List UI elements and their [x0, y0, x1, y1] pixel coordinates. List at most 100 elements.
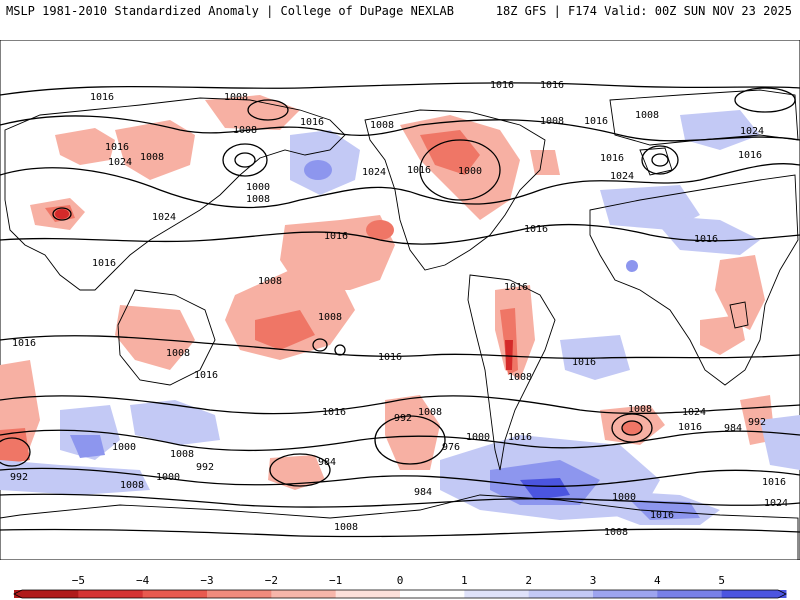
isobar-label: 1016 [105, 142, 129, 153]
colorbar-tick-label: 1 [461, 574, 468, 587]
isobar-label: 1024 [610, 171, 634, 182]
anomaly-patch [530, 150, 560, 175]
isobar-label: 1008 [233, 125, 257, 136]
isobar-label: 1024 [152, 212, 176, 223]
isobar-label: 1000 [466, 432, 490, 443]
isobar-label: 992 [748, 417, 766, 428]
isobar-label: 1000 [156, 472, 180, 483]
isobar-label: 1008 [370, 120, 394, 131]
isobar-label: 1016 [504, 282, 528, 293]
isobar-label: 1008 [635, 110, 659, 121]
isobar [0, 493, 800, 508]
isobar-label: 1016 [524, 224, 548, 235]
colorbar-tick-label: −1 [329, 574, 342, 587]
isobar-label: 992 [394, 413, 412, 424]
isobar-label: 1016 [407, 165, 431, 176]
isobar-label: 1008 [140, 152, 164, 163]
isobar-label: 984 [318, 457, 336, 468]
isobar-label: 1008 [540, 116, 564, 127]
isobar [0, 335, 800, 359]
map-title: MSLP 1981-2010 Standardized Anomaly | Co… [6, 4, 454, 18]
colorbar-tick-label: −4 [136, 574, 150, 587]
isobar [734, 87, 796, 113]
world-map: 1016 1008 1016 1016 1008 1016 1024 1016 … [0, 40, 800, 560]
isobar-label: 992 [196, 462, 214, 473]
anomaly-patch [520, 478, 570, 500]
isobar-labels: 1016 1008 1016 1016 1008 1016 1024 1016 … [10, 80, 788, 538]
isobar-label: 1008 [334, 522, 358, 533]
colorbar-tick-labels: −5 −4 −3 −2 −1 0 1 2 3 4 5 [72, 574, 725, 587]
isobar [651, 153, 669, 167]
isobar-label: 992 [10, 472, 28, 483]
anomaly-patch [268, 455, 325, 490]
isobar [247, 99, 289, 121]
isobar-label: 1000 [246, 182, 270, 193]
anomaly-patch [255, 310, 315, 350]
isobar [0, 437, 31, 467]
colorbar-swatch [464, 590, 530, 598]
isobar-label: 1024 [682, 407, 706, 418]
isobar-label: 1016 [650, 510, 674, 521]
isobar [621, 420, 643, 436]
colorbar-tick-label: 5 [718, 574, 725, 587]
isobar-label: 1024 [108, 157, 132, 168]
isobar-label: 1016 [12, 338, 36, 349]
isobar [419, 139, 501, 201]
isobar-label: 1016 [92, 258, 116, 269]
colorbar-tick-label: −5 [72, 574, 85, 587]
colorbar-swatch [78, 590, 144, 598]
isobar-label: 976 [442, 442, 460, 453]
isobar-label: 1008 [628, 404, 652, 415]
isobar-label: 1008 [120, 480, 144, 491]
anomaly-patch [630, 500, 700, 520]
anomaly-patch [420, 130, 480, 175]
isobar [0, 115, 800, 142]
isobar-label: 1016 [300, 117, 324, 128]
isobar-label: 1016 [738, 150, 762, 161]
isobar [0, 429, 800, 452]
anomaly-patch [505, 340, 513, 370]
anomaly-patch [304, 160, 332, 180]
anomaly-patch [385, 395, 440, 470]
positive-anomaly-shading [0, 110, 800, 525]
coastline [4, 97, 346, 291]
isobar [611, 413, 653, 443]
isobar [0, 163, 800, 209]
isobar-label: 1016 [90, 92, 114, 103]
colorbar-tick-label: 4 [654, 574, 661, 587]
isobar-label: 1016 [694, 234, 718, 245]
isobar-label: 1016 [490, 80, 514, 91]
colorbar-swatch [207, 590, 272, 598]
isobar-label: 1008 [170, 449, 194, 460]
colorbar-swatch [593, 590, 658, 598]
coastline [467, 274, 556, 471]
isobar [222, 143, 268, 177]
coastline [117, 289, 216, 386]
isobar [0, 467, 800, 487]
isobar-label: 1008 [508, 372, 532, 383]
isobar-label: 1008 [258, 276, 282, 287]
anomaly-patch [115, 305, 195, 370]
anomaly-patch [280, 215, 395, 290]
isobar-label: 1016 [600, 153, 624, 164]
anomaly-patch [366, 220, 394, 240]
coastline [729, 301, 749, 329]
isobar-label: 1024 [740, 126, 764, 137]
coastline [364, 109, 546, 271]
anomaly-patch [55, 209, 69, 219]
isobar-label: 1008 [246, 194, 270, 205]
isobar [234, 152, 256, 168]
isobar-label: 1016 [572, 357, 596, 368]
isobar-label: 1008 [224, 92, 248, 103]
colorbar-tick-label: 2 [525, 574, 532, 587]
colorbar-tick-label: 0 [397, 574, 404, 587]
isobar-label: 1016 [762, 477, 786, 488]
isobar-label: 1016 [378, 352, 402, 363]
negative-anomaly-shading [0, 95, 775, 490]
isobar-label: 1016 [678, 422, 702, 433]
isobars [0, 82, 800, 538]
isobar [269, 453, 331, 487]
isobar-label: 1008 [604, 527, 628, 538]
anomaly-patch [760, 415, 800, 470]
model-valid-time: 18Z GFS | F174 Valid: 00Z SUN NOV 23 202… [495, 4, 792, 18]
